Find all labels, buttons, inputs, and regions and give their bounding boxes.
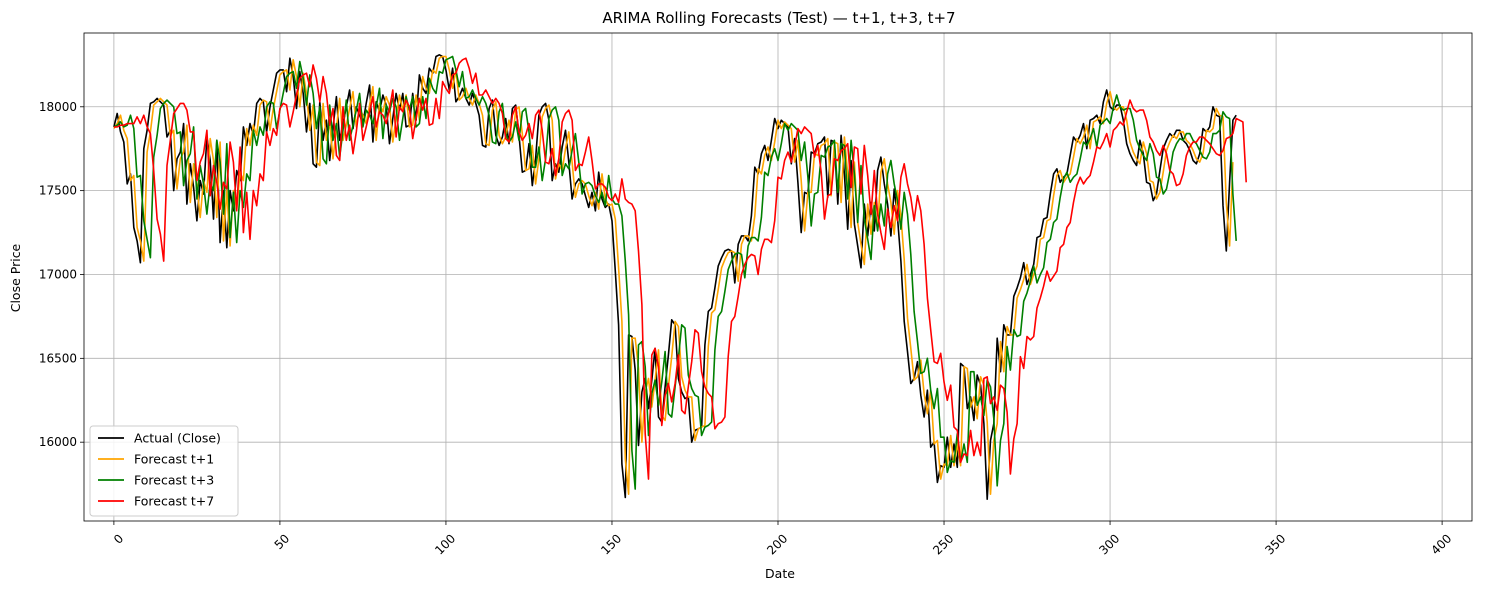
chart-title: ARIMA Rolling Forecasts (Test) — t+1, t+… — [602, 9, 955, 27]
y-tick-label: 17000 — [39, 267, 77, 281]
x-axis-label: Date — [765, 566, 795, 581]
y-tick-label: 16000 — [39, 435, 77, 449]
grid — [84, 33, 1472, 521]
legend: Actual (Close) Forecast t+1 Forecast t+3 Fo… — [89, 425, 239, 517]
legend-box — [89, 425, 239, 517]
series-line-forecast-t1 — [113, 55, 1234, 496]
y-axis-ticks: 16000 16500 17000 17500 18000 — [39, 100, 84, 449]
y-tick-label: 16500 — [39, 351, 77, 365]
series-lines — [113, 53, 1247, 501]
y-tick-label: 17500 — [39, 184, 77, 198]
legend-label-forecast-t3: Forecast t+3 — [134, 473, 214, 488]
legend-label-forecast-t1: Forecast t+1 — [134, 452, 214, 467]
legend-label-actual: Actual (Close) — [134, 431, 221, 446]
y-axis-label: Close Price — [8, 243, 23, 312]
y-tick-label: 18000 — [39, 100, 77, 114]
legend-label-forecast-t7: Forecast t+7 — [134, 494, 214, 509]
series-line-forecast-t7 — [113, 57, 1247, 480]
